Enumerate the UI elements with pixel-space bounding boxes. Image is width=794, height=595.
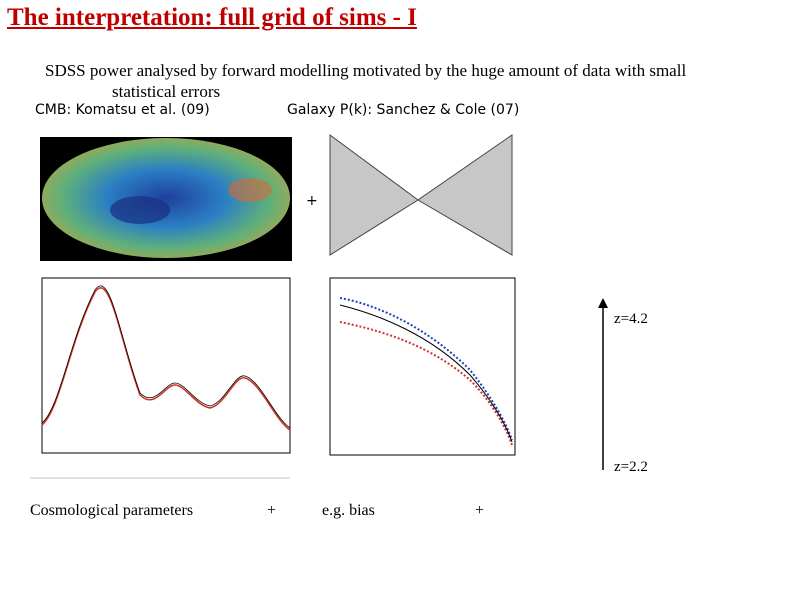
body-text: SDSS power analysed by forward modelling… (45, 61, 687, 101)
survey-wedge (329, 134, 513, 256)
cmb-spot (110, 196, 170, 224)
galaxy-pk-plot (329, 277, 516, 456)
plus-sign: + (306, 193, 318, 209)
footer-item: e.g. bias (322, 502, 375, 519)
footer-item: + (475, 502, 484, 519)
footer-item: Cosmological parameters (30, 502, 193, 519)
cmb-map (42, 138, 290, 258)
arrow-head (598, 298, 608, 308)
cmb-power-plot (30, 277, 291, 479)
redshift-label: z=4.2 (614, 311, 648, 327)
credit: CMB: Komatsu et al. (09) (35, 102, 210, 118)
footer-item: + (267, 502, 276, 519)
slide-title: The interpretation: full grid of sims - … (7, 4, 417, 31)
redshift-label: z=2.2 (614, 459, 648, 475)
cmb-spot (228, 178, 272, 202)
credit: Galaxy P(k): Sanchez & Cole (07) (287, 102, 520, 118)
